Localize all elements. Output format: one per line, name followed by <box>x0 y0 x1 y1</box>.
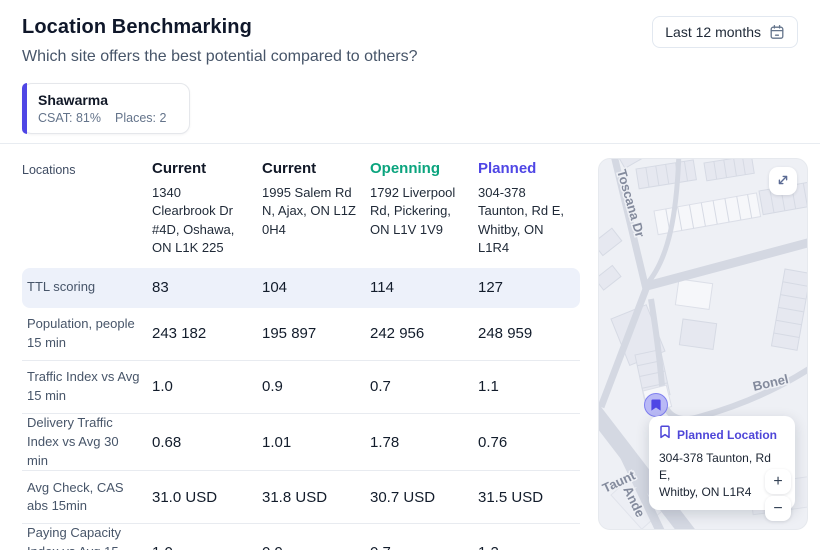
brand-places: Places: 2 <box>115 111 167 125</box>
header-divider <box>0 143 820 144</box>
location-column-3: Openning 1792 Liverpool Rd, Pickering, O… <box>370 160 478 239</box>
page-title: Location Benchmarking <box>22 16 252 38</box>
location-column-1: Current 1340 Clearbrook Dr #4D, Oshawa, … <box>152 160 262 258</box>
row-label: Delivery Traffic Index vs Avg 30 min <box>27 414 119 468</box>
map-zoom-in-button[interactable]: + <box>765 469 791 494</box>
map-building <box>674 278 714 311</box>
map-road-anderson <box>616 447 665 529</box>
map-building <box>599 227 623 257</box>
expand-icon <box>775 172 791 191</box>
planned-location-marker[interactable] <box>644 393 668 417</box>
page-subtitle: Which site offers the best potential com… <box>22 48 418 65</box>
row-label: Population, people 15 min <box>27 315 135 350</box>
cell-value: 31.0 USD <box>152 488 218 506</box>
map-road-toscana <box>611 159 650 290</box>
cell-value: 104 <box>262 279 288 297</box>
map-zoom-out-button[interactable]: − <box>765 496 791 521</box>
benchmarking-table: Locations Current 1340 Clearbrook Dr #4D… <box>22 160 580 550</box>
table-row-ttl-scoring: TTL scoring 83 104 114 127 <box>22 267 580 308</box>
cell-value: 0.7 <box>370 544 478 550</box>
map-building-row <box>653 192 762 236</box>
period-selector-label: Last 12 months <box>665 24 761 40</box>
cell-value: 114 <box>370 279 394 297</box>
cell-value: 0.68 <box>152 433 182 451</box>
location-status: Current <box>262 160 317 177</box>
cell-value: 242 956 <box>370 325 425 343</box>
location-column-4: Planned 304-378 Taunton, Rd E, Whitby, O… <box>478 160 580 258</box>
locations-column-header: Locations <box>22 163 76 177</box>
cell-value: 0.9 <box>262 378 283 396</box>
cell-value: 30.7 USD <box>370 488 436 506</box>
brand-card-shawarma[interactable]: Shawarma CSAT: 81% Places: 2 <box>22 83 190 134</box>
row-label: TTL scoring <box>27 279 96 295</box>
cell-value: 127 <box>478 279 504 297</box>
map-road <box>644 159 682 287</box>
location-column-2: Current 1995 Salem Rd N, Ajax, ON L1Z 0H… <box>262 160 370 239</box>
cell-value: 1.01 <box>262 433 292 451</box>
row-label: Avg Check, CAS abs 15min <box>27 479 124 514</box>
cell-value: 1.0 <box>152 378 173 396</box>
calendar-icon <box>769 24 785 40</box>
location-address: 304-378 Taunton, Rd E, Whitby, ON L1R4 <box>478 185 564 256</box>
location-address: 1792 Liverpool Rd, Pickering, ON L1V 1V9 <box>370 185 456 237</box>
map-building-row <box>635 159 697 190</box>
period-selector-button[interactable]: Last 12 months <box>652 16 798 48</box>
cell-value: 243 182 <box>152 325 207 343</box>
brand-accent-bar <box>22 83 27 134</box>
cell-value: 0.9 <box>262 544 370 550</box>
table-row-traffic-index: Traffic Index vs Avg 15 min 1.0 0.9 0.7 … <box>22 361 580 414</box>
row-label: Traffic Index vs Avg 15 min <box>27 368 140 403</box>
map-building <box>678 318 718 351</box>
cell-value: 83 <box>152 279 169 297</box>
cell-value: 1.2 <box>478 544 580 550</box>
map-panel[interactable]: Toscana Dr Bonel Taunt Ande <box>598 158 808 530</box>
planned-location-popup: Planned Location 304-378 Taunton, Rd E, … <box>649 416 795 511</box>
table-row-delivery-traffic: Delivery Traffic Index vs Avg 30 min 0.6… <box>22 414 580 472</box>
bookmark-icon <box>651 399 661 411</box>
bookmark-outline-icon <box>659 425 671 444</box>
cell-value: 31.5 USD <box>478 488 544 506</box>
location-status: Openning <box>370 160 440 177</box>
cell-value: 248 959 <box>478 325 533 343</box>
map-road-main <box>641 238 807 292</box>
map-building <box>614 159 649 170</box>
table-row-population: Population, people 15 min 243 182 195 89… <box>22 308 580 361</box>
cell-value: 1.0 <box>152 544 262 550</box>
map-road <box>599 287 650 409</box>
brand-csat: CSAT: 81% <box>38 111 101 125</box>
map-building-row <box>703 159 755 182</box>
cell-value: 1.78 <box>370 433 400 451</box>
popup-address: 304-378 Taunton, Rd E, Whitby, ON L1R4 <box>659 451 771 499</box>
cell-value: 0.7 <box>370 378 391 396</box>
map-building-row <box>770 268 807 351</box>
cell-value: 195 897 <box>262 325 317 343</box>
location-status: Current <box>152 160 207 177</box>
row-label: Paying Capacity Index vs Avg 15 min <box>27 525 121 550</box>
table-header-row: Locations Current 1340 Clearbrook Dr #4D… <box>22 160 580 268</box>
map-road-taunton <box>599 404 695 529</box>
table-row-paying-capacity: Paying Capacity Index vs Avg 15 min 1.0 … <box>22 524 580 550</box>
map-building <box>599 264 622 291</box>
brand-name: Shawarma <box>38 92 109 108</box>
map-expand-button[interactable] <box>769 167 797 195</box>
cell-value: 31.8 USD <box>262 488 328 506</box>
location-status: Planned <box>478 160 537 177</box>
location-address: 1995 Salem Rd N, Ajax, ON L1Z 0H4 <box>262 185 356 237</box>
popup-title: Planned Location <box>677 427 778 442</box>
cell-value: 1.1 <box>478 378 499 396</box>
table-row-avg-check: Avg Check, CAS abs 15min 31.0 USD 31.8 U… <box>22 471 580 525</box>
location-address: 1340 Clearbrook Dr #4D, Oshawa, ON L1K 2… <box>152 185 235 256</box>
cell-value: 0.76 <box>478 433 508 451</box>
